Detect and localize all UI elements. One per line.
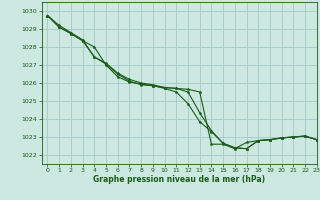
X-axis label: Graphe pression niveau de la mer (hPa): Graphe pression niveau de la mer (hPa) (93, 175, 265, 184)
